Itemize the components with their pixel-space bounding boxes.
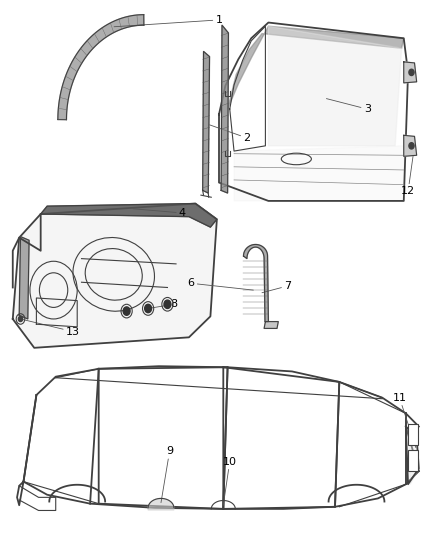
Circle shape [409,143,414,149]
Text: 11: 11 [392,393,416,448]
Text: 3: 3 [326,99,371,114]
Circle shape [18,317,23,321]
Polygon shape [13,204,217,348]
Polygon shape [148,498,174,510]
Polygon shape [58,15,144,120]
Polygon shape [203,51,209,193]
Polygon shape [19,237,29,319]
FancyBboxPatch shape [408,450,417,471]
Circle shape [123,307,130,316]
Polygon shape [41,204,217,227]
Polygon shape [228,26,404,109]
Text: 12: 12 [401,146,415,197]
Text: 4: 4 [133,208,186,218]
Text: 2: 2 [209,125,251,143]
Polygon shape [264,321,278,328]
Text: 10: 10 [223,457,237,505]
Circle shape [145,304,152,313]
Text: 7: 7 [262,281,291,293]
Polygon shape [404,62,417,83]
Text: 13: 13 [21,319,80,336]
Polygon shape [268,26,402,146]
Circle shape [164,300,171,309]
Polygon shape [404,135,417,156]
Polygon shape [408,426,419,484]
FancyBboxPatch shape [408,424,417,445]
Circle shape [409,69,414,76]
Text: 1: 1 [114,15,223,27]
Polygon shape [244,245,268,321]
Polygon shape [221,25,229,193]
Polygon shape [234,146,404,201]
Text: 9: 9 [161,446,173,503]
Text: 6: 6 [187,278,253,290]
Text: 8: 8 [148,299,177,309]
